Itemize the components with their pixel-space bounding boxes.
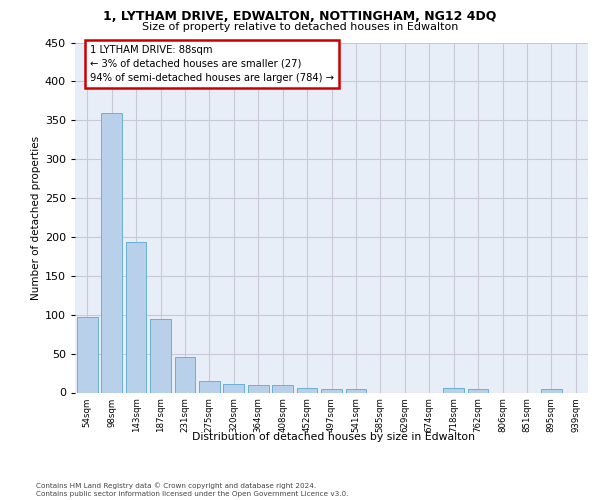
Text: Distribution of detached houses by size in Edwalton: Distribution of detached houses by size …: [191, 432, 475, 442]
Text: 1 LYTHAM DRIVE: 88sqm
← 3% of detached houses are smaller (27)
94% of semi-detac: 1 LYTHAM DRIVE: 88sqm ← 3% of detached h…: [89, 45, 334, 83]
Text: Contains HM Land Registry data © Crown copyright and database right 2024.: Contains HM Land Registry data © Crown c…: [36, 482, 316, 489]
Bar: [199, 381, 220, 392]
Bar: [443, 388, 464, 392]
Y-axis label: Number of detached properties: Number of detached properties: [31, 136, 41, 300]
Bar: [346, 390, 367, 392]
Bar: [77, 317, 98, 392]
Bar: [175, 356, 196, 392]
Bar: [223, 384, 244, 392]
Text: Contains public sector information licensed under the Open Government Licence v3: Contains public sector information licen…: [36, 491, 349, 497]
Bar: [541, 390, 562, 392]
Bar: [248, 384, 269, 392]
Text: Size of property relative to detached houses in Edwalton: Size of property relative to detached ho…: [142, 22, 458, 32]
Text: 1, LYTHAM DRIVE, EDWALTON, NOTTINGHAM, NG12 4DQ: 1, LYTHAM DRIVE, EDWALTON, NOTTINGHAM, N…: [103, 10, 497, 23]
Bar: [150, 318, 171, 392]
Bar: [321, 390, 342, 392]
Bar: [272, 384, 293, 392]
Bar: [125, 242, 146, 392]
Bar: [101, 112, 122, 392]
Bar: [296, 388, 317, 392]
Bar: [467, 388, 488, 392]
